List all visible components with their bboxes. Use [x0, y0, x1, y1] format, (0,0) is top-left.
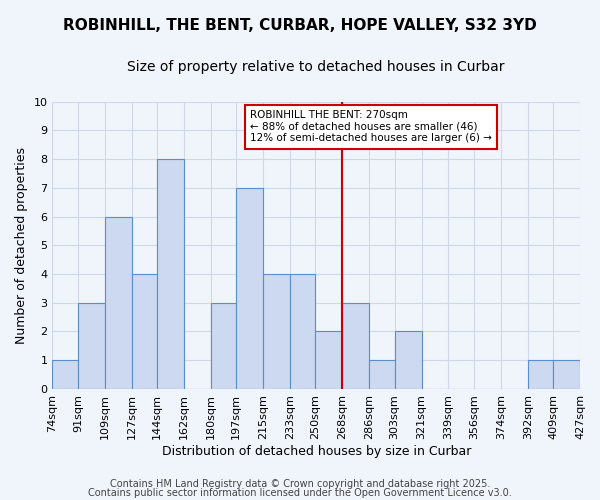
- Bar: [527, 360, 553, 389]
- Bar: [131, 274, 157, 389]
- Bar: [105, 216, 131, 389]
- Bar: [263, 274, 290, 389]
- Bar: [211, 302, 236, 389]
- Bar: [369, 360, 395, 389]
- X-axis label: Distribution of detached houses by size in Curbar: Distribution of detached houses by size …: [161, 444, 471, 458]
- Bar: [78, 302, 105, 389]
- Bar: [290, 274, 316, 389]
- Text: Contains HM Land Registry data © Crown copyright and database right 2025.: Contains HM Land Registry data © Crown c…: [110, 479, 490, 489]
- Text: ROBINHILL THE BENT: 270sqm
← 88% of detached houses are smaller (46)
12% of semi: ROBINHILL THE BENT: 270sqm ← 88% of deta…: [250, 110, 492, 144]
- Bar: [553, 360, 580, 389]
- Y-axis label: Number of detached properties: Number of detached properties: [15, 147, 28, 344]
- Title: Size of property relative to detached houses in Curbar: Size of property relative to detached ho…: [127, 60, 505, 74]
- Bar: [236, 188, 263, 389]
- Text: ROBINHILL, THE BENT, CURBAR, HOPE VALLEY, S32 3YD: ROBINHILL, THE BENT, CURBAR, HOPE VALLEY…: [63, 18, 537, 32]
- Bar: [316, 332, 343, 389]
- Bar: [157, 159, 184, 389]
- Text: Contains public sector information licensed under the Open Government Licence v3: Contains public sector information licen…: [88, 488, 512, 498]
- Bar: [343, 302, 369, 389]
- Bar: [395, 332, 422, 389]
- Bar: [52, 360, 78, 389]
